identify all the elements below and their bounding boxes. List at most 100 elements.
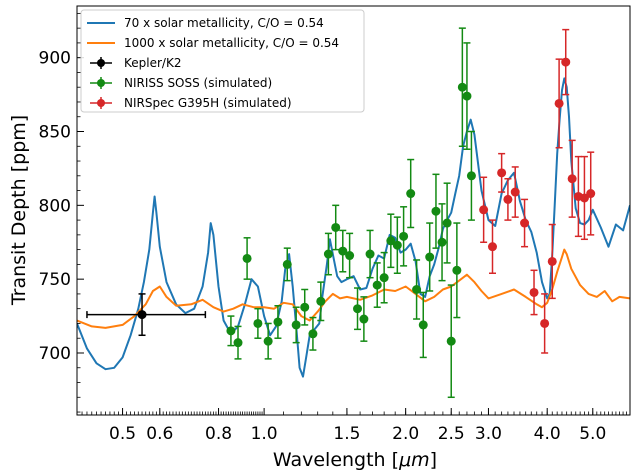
x-tick-label: 3.0 (475, 424, 502, 444)
data-point (308, 316, 318, 351)
point-marker (503, 194, 513, 204)
point-marker (520, 218, 530, 228)
y-axis-label: Transit Depth [ppm] (8, 115, 30, 306)
point-marker (540, 318, 550, 328)
point-marker (386, 236, 396, 246)
x-tick-label: 1.0 (251, 424, 278, 444)
point-marker (406, 189, 416, 199)
x-tick-label: 0.5 (109, 424, 136, 444)
data-point (479, 176, 489, 243)
data-points (86, 27, 596, 399)
minor-ticks (77, 12, 631, 415)
point-marker (431, 206, 441, 216)
point-marker (425, 252, 435, 262)
point-marker (323, 249, 333, 259)
legend-item-nirspec-g395h-simulated: NIRSpec G395H (simulated) (90, 96, 292, 110)
point-marker (466, 171, 476, 181)
data-point (497, 152, 507, 193)
y-tick-label: 800 (39, 196, 71, 216)
point-marker (567, 174, 577, 184)
data-point (359, 296, 369, 342)
data-point (338, 229, 348, 273)
y-tick-label: 700 (39, 344, 71, 364)
y-tick-label: 850 (39, 123, 71, 143)
point-marker (137, 310, 147, 320)
data-point (503, 178, 513, 221)
data-point (399, 206, 409, 267)
data-point (291, 306, 301, 344)
point-marker (561, 57, 571, 67)
data-point (263, 322, 273, 360)
data-point (353, 287, 363, 331)
x-axis-label-unit: μm (398, 449, 430, 471)
point-marker (353, 304, 363, 314)
point-marker (487, 242, 497, 252)
data-point (452, 222, 462, 319)
data-point (233, 325, 243, 360)
data-point (323, 232, 333, 276)
data-point (345, 232, 355, 279)
point-marker (233, 338, 243, 348)
data-point (561, 28, 571, 96)
legend-item-70-x-solar-metallicity-c-o-0-54: 70 x solar metallicity, C/O = 0.54 (87, 16, 324, 30)
data-point (392, 216, 402, 275)
point-marker (263, 336, 273, 346)
point-marker (316, 296, 326, 306)
x-tick-label: 2.5 (438, 424, 465, 444)
data-point (457, 27, 467, 148)
data-point (253, 307, 263, 339)
data-point (316, 281, 326, 322)
x-tick-label: 0.8 (205, 424, 232, 444)
data-point (242, 237, 252, 280)
point-marker (379, 273, 389, 283)
point-marker (529, 287, 539, 297)
point-marker (273, 317, 283, 327)
data-point (579, 155, 589, 241)
data-point (567, 139, 577, 218)
x-tick-label: 2.0 (392, 424, 419, 444)
series-niriss-soss-simulated (226, 27, 476, 399)
legend-label: NIRSpec G395H (simulated) (124, 96, 292, 110)
point-marker (586, 189, 596, 199)
x-tick-label: 4.0 (534, 424, 561, 444)
point-marker (579, 193, 589, 203)
data-point (437, 203, 447, 282)
data-point (466, 130, 476, 221)
point-marker (547, 256, 557, 266)
point-marker (452, 265, 462, 275)
point-marker (399, 231, 409, 241)
data-point (425, 222, 435, 292)
data-point (418, 291, 428, 359)
data-point (273, 304, 283, 339)
point-marker (479, 205, 489, 215)
point-marker (462, 91, 472, 101)
data-point (529, 269, 539, 316)
data-point (510, 166, 520, 218)
y-tick-label: 750 (39, 270, 71, 290)
data-point (365, 229, 375, 279)
point-marker (457, 82, 467, 92)
data-point (487, 219, 497, 275)
data-point (442, 182, 452, 264)
point-marker (282, 259, 292, 269)
point-marker (300, 302, 310, 312)
point-marker (392, 240, 402, 250)
point-marker (242, 253, 252, 263)
legend-item-kepler-k2: Kepler/K2 (90, 56, 181, 70)
series-kepler-k2 (86, 293, 207, 337)
data-point (520, 198, 530, 248)
plot-frame (76, 5, 631, 416)
legend-label: 70 x solar metallicity, C/O = 0.54 (124, 16, 324, 30)
y-axis-ticks: 700 750 800 850 900 (39, 49, 84, 364)
legend-item-niriss-soss-simulated: NIRISS SOSS (simulated) (90, 76, 272, 90)
point-marker (510, 187, 520, 197)
point-marker (331, 222, 341, 232)
x-tick-label: 0.6 (146, 424, 173, 444)
data-point (431, 173, 441, 249)
x-tick-label: 5.0 (579, 424, 606, 444)
point-marker (497, 168, 507, 178)
data-point (282, 247, 292, 282)
data-point (86, 293, 207, 337)
legend-label: NIRISS SOSS (simulated) (124, 76, 272, 90)
